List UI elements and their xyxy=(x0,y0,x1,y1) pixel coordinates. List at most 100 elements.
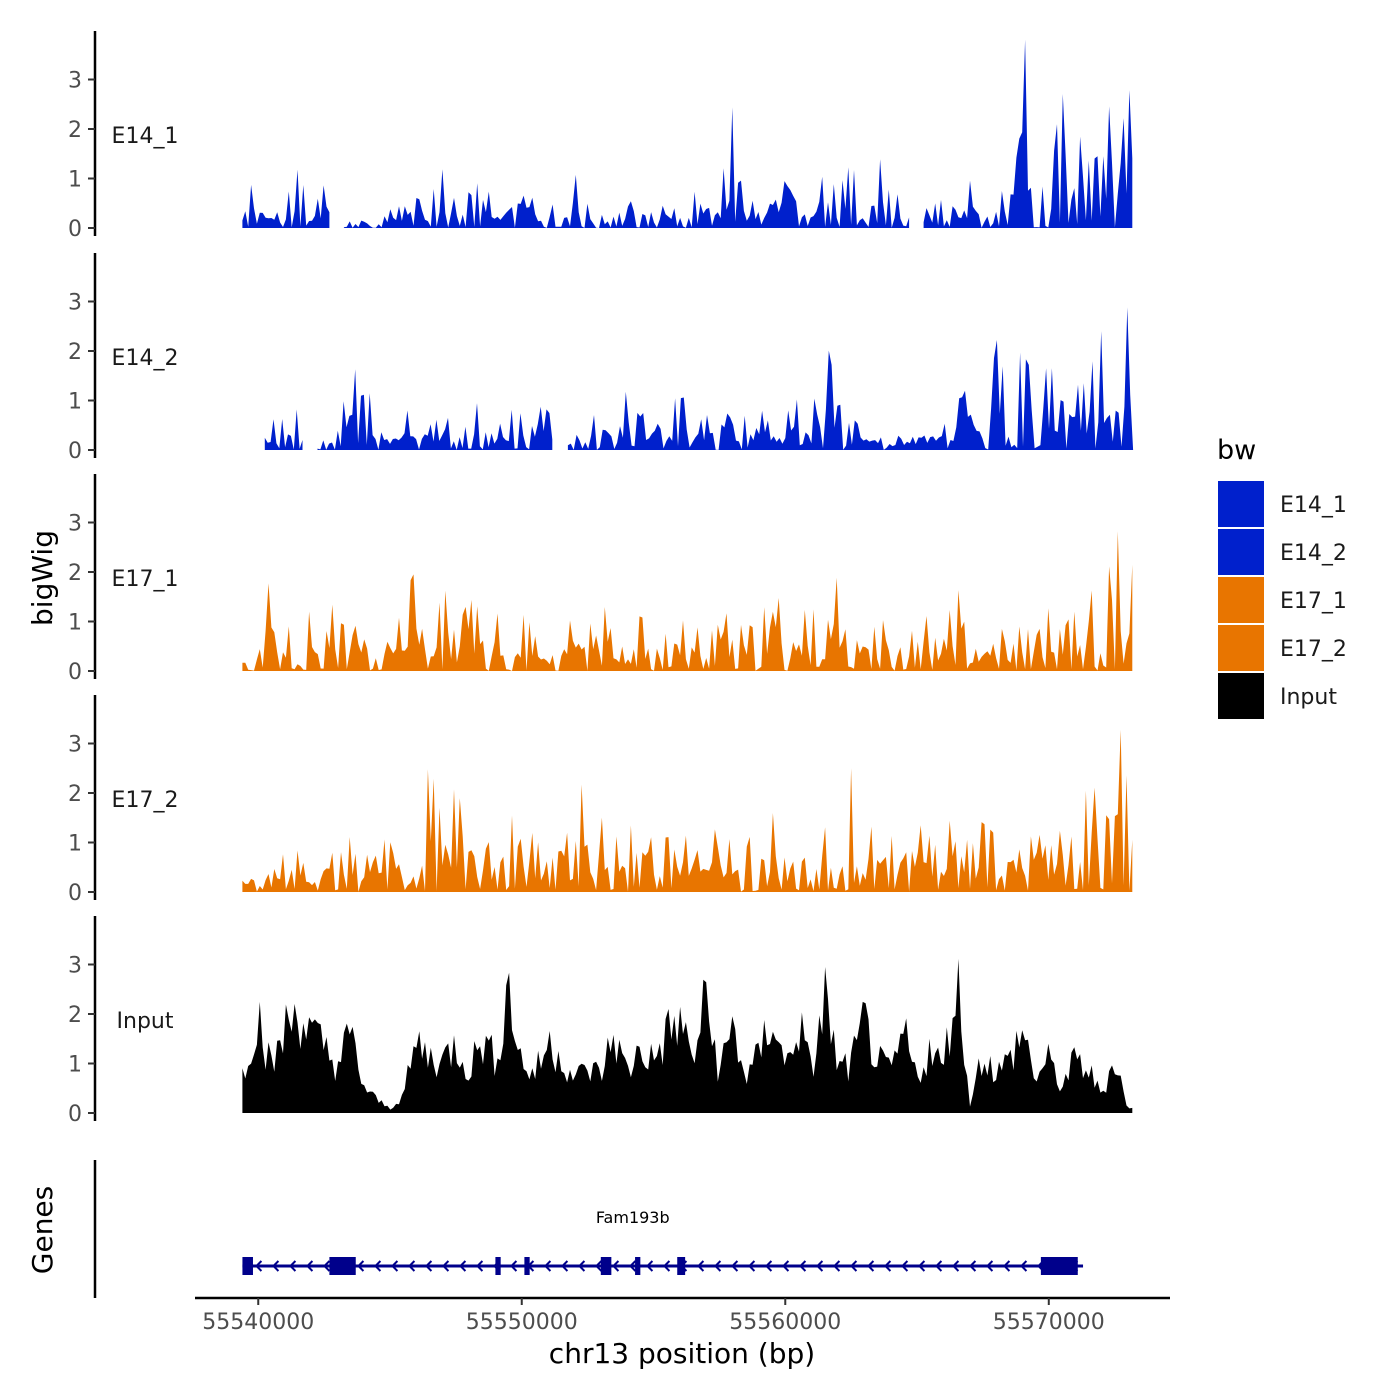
signal-area-E14_2 xyxy=(264,409,303,450)
track-label: E17_1 xyxy=(112,567,179,592)
strand-arrow xyxy=(833,1260,841,1272)
y-tick-label: 0 xyxy=(68,660,82,685)
legend-swatch xyxy=(1218,673,1264,719)
strand-arrow xyxy=(1003,1260,1011,1272)
strand-arrow xyxy=(272,1260,280,1272)
gene-name: Fam193b xyxy=(596,1208,670,1227)
strand-arrow xyxy=(646,1260,654,1272)
signal-area-E14_1 xyxy=(343,107,910,228)
signal-area-Input xyxy=(242,958,1133,1113)
signal-area-E14_1 xyxy=(923,39,1133,228)
strand-arrow xyxy=(952,1260,960,1272)
strand-arrow xyxy=(408,1260,416,1272)
strand-arrow xyxy=(663,1260,671,1272)
y-tick-label: 2 xyxy=(68,561,82,586)
strand-arrow xyxy=(425,1260,433,1272)
strand-arrow xyxy=(731,1260,739,1272)
strand-arrow xyxy=(816,1260,824,1272)
y-tick-label: 1 xyxy=(68,390,82,415)
legend-entry: E14_2 xyxy=(1218,529,1347,575)
legend-swatch xyxy=(1218,529,1264,575)
y-tick-label: 3 xyxy=(68,291,82,316)
x-axis: 55540000 55550000 55560000 55570000 xyxy=(195,1296,1170,1335)
strand-arrow xyxy=(748,1260,756,1272)
y-tick-label: 1 xyxy=(68,611,82,636)
strand-arrow xyxy=(918,1260,926,1272)
strand-arrow xyxy=(935,1260,943,1272)
strand-arrow xyxy=(714,1260,722,1272)
strand-arrow xyxy=(986,1260,994,1272)
y-tick-label: 3 xyxy=(68,954,82,979)
legend-label: E14_2 xyxy=(1280,541,1347,566)
y-tick-label: 1 xyxy=(68,168,82,193)
y-tick-label: 1 xyxy=(68,1053,82,1078)
strand-arrow xyxy=(629,1260,637,1272)
y-tick-label: 0 xyxy=(68,217,82,242)
y-tick-label: 3 xyxy=(68,69,82,94)
strand-arrow xyxy=(612,1260,620,1272)
y-tick-label: 1 xyxy=(68,832,82,857)
track-E17_2: 0 1 2 3 E17_2 xyxy=(68,695,1133,906)
strand-arrow xyxy=(357,1260,365,1272)
gene-exon xyxy=(600,1257,612,1275)
legend-label: E17_2 xyxy=(1280,637,1347,662)
signal-tracks: 0 1 2 3 E14_1 0 1 2 3 E14_2 0 1 2 3 E17_1 0 1 2 3 E17_2 0 1 2 3… xyxy=(68,31,1134,1127)
strand-arrow xyxy=(289,1260,297,1272)
strand-arrow xyxy=(1020,1260,1028,1272)
strand-arrow xyxy=(867,1260,875,1272)
strand-arrow xyxy=(510,1260,518,1272)
y-tick-label: 2 xyxy=(68,782,82,807)
legend-label: E14_1 xyxy=(1280,493,1347,518)
strand-arrow xyxy=(782,1260,790,1272)
strand-arrow xyxy=(306,1260,314,1272)
y-tick-label: 3 xyxy=(68,512,82,537)
legend-entry: E17_2 xyxy=(1218,625,1347,671)
strand-arrow xyxy=(969,1260,977,1272)
signal-area-E17_1 xyxy=(242,531,1133,671)
legend-swatch xyxy=(1218,577,1264,623)
track-label: E14_2 xyxy=(112,346,179,371)
signal-area-E14_1 xyxy=(242,169,330,228)
track-E14_2: 0 1 2 3 E14_2 xyxy=(68,253,1134,464)
strand-arrow xyxy=(544,1260,552,1272)
legend-entry: E17_1 xyxy=(1218,577,1347,623)
y-tick-label: 0 xyxy=(68,439,82,464)
strand-arrow xyxy=(850,1260,858,1272)
y-tick-label: 2 xyxy=(68,118,82,143)
track-Input: 0 1 2 3 Input xyxy=(68,916,1133,1127)
strand-arrow xyxy=(884,1260,892,1272)
gene-exon xyxy=(677,1257,686,1275)
track-label: E17_2 xyxy=(112,788,179,813)
gene-exon xyxy=(495,1257,501,1275)
legend-entry: Input xyxy=(1218,673,1337,719)
legend: bw E14_1 E14_2 E17_1 E17_2 Input xyxy=(1217,435,1347,719)
y-tick-label: 2 xyxy=(68,1003,82,1028)
track-E14_1: 0 1 2 3 E14_1 xyxy=(68,31,1133,242)
legend-swatch xyxy=(1218,481,1264,527)
track-label: Input xyxy=(117,1009,174,1034)
x-tick-label: 55540000 xyxy=(202,1310,314,1335)
y-tick-label: 3 xyxy=(68,733,82,758)
track-E17_1: 0 1 2 3 E17_1 xyxy=(68,474,1133,685)
strand-arrow xyxy=(799,1260,807,1272)
signal-area-E14_2 xyxy=(317,369,553,450)
strand-arrow xyxy=(595,1260,603,1272)
strand-arrow xyxy=(901,1260,909,1272)
gene-exon xyxy=(242,1257,253,1275)
legend-entry: E14_1 xyxy=(1218,481,1347,527)
strand-arrow xyxy=(578,1260,586,1272)
strand-arrow xyxy=(697,1260,705,1272)
strand-arrow xyxy=(476,1260,484,1272)
genes-axis-title: Genes xyxy=(26,1186,59,1274)
strand-arrow xyxy=(391,1260,399,1272)
genes-panel: Fam193b xyxy=(93,1160,1084,1298)
y-tick-label: 2 xyxy=(68,340,82,365)
legend-label: Input xyxy=(1280,685,1337,710)
strand-arrow xyxy=(459,1260,467,1272)
legend-label: E17_1 xyxy=(1280,589,1347,614)
track-label: E14_1 xyxy=(112,124,179,149)
strand-arrow xyxy=(765,1260,773,1272)
x-tick-label: 55570000 xyxy=(993,1310,1105,1335)
strand-arrow xyxy=(255,1260,263,1272)
y-axis-title: bigWig xyxy=(26,530,59,626)
